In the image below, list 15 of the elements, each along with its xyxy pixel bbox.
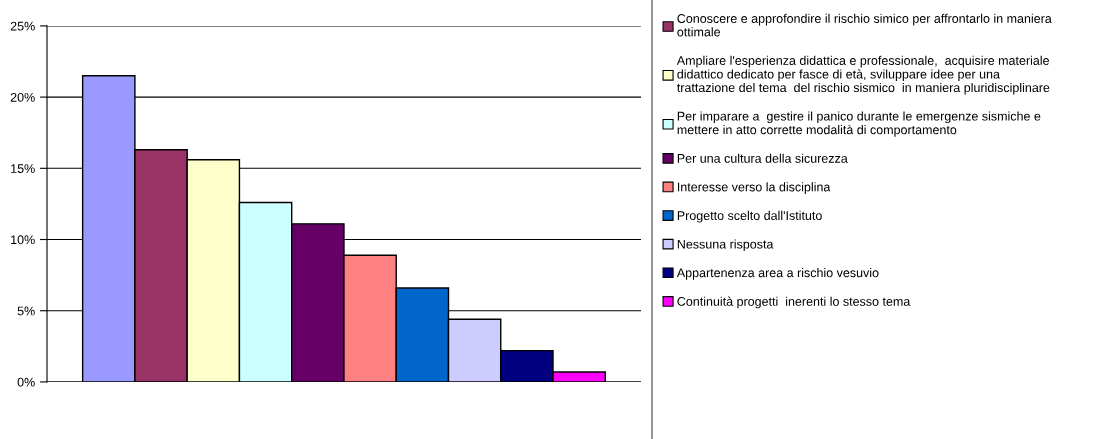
y-tick-label: 5%	[17, 306, 35, 316]
legend-label: Appartenenza area a rischio vesuvio	[676, 268, 879, 280]
legend-label: Conoscere e approfondire il rischio simico per affrontarlo in maniera ottimale	[677, 13, 1052, 37]
y-tick-label: 20%	[10, 92, 35, 102]
legend-label: Progetto scelto dall'Istituto	[677, 210, 822, 223]
legend-label: Ampliare l'esperienza didattica e professionale, acquisire materiale didattico dedicato per fasce di età, sviluppare idee per una trattazione del tema del rischio sismico in maniera pluridisciplinare	[676, 55, 1050, 95]
legend-label: Interesse verso la disciplina	[677, 182, 831, 194]
y-tick-label: 10%	[11, 235, 35, 245]
y-tick-label: 0%	[17, 377, 35, 387]
legend-label: Nessuna risposta	[677, 239, 774, 252]
y-tick-label: 15%	[11, 164, 35, 173]
y-tick-label: 25%	[10, 21, 35, 31]
legend-label: Per una cultura della sicurezza	[677, 153, 848, 163]
legend-label: Continuità progetti inerenti lo stesso tema	[677, 296, 911, 309]
legend-label: Per imparare a gestire il panico durante le emergenze sismiche e mettere in atto corrette modalità di comportamento	[677, 111, 1041, 137]
